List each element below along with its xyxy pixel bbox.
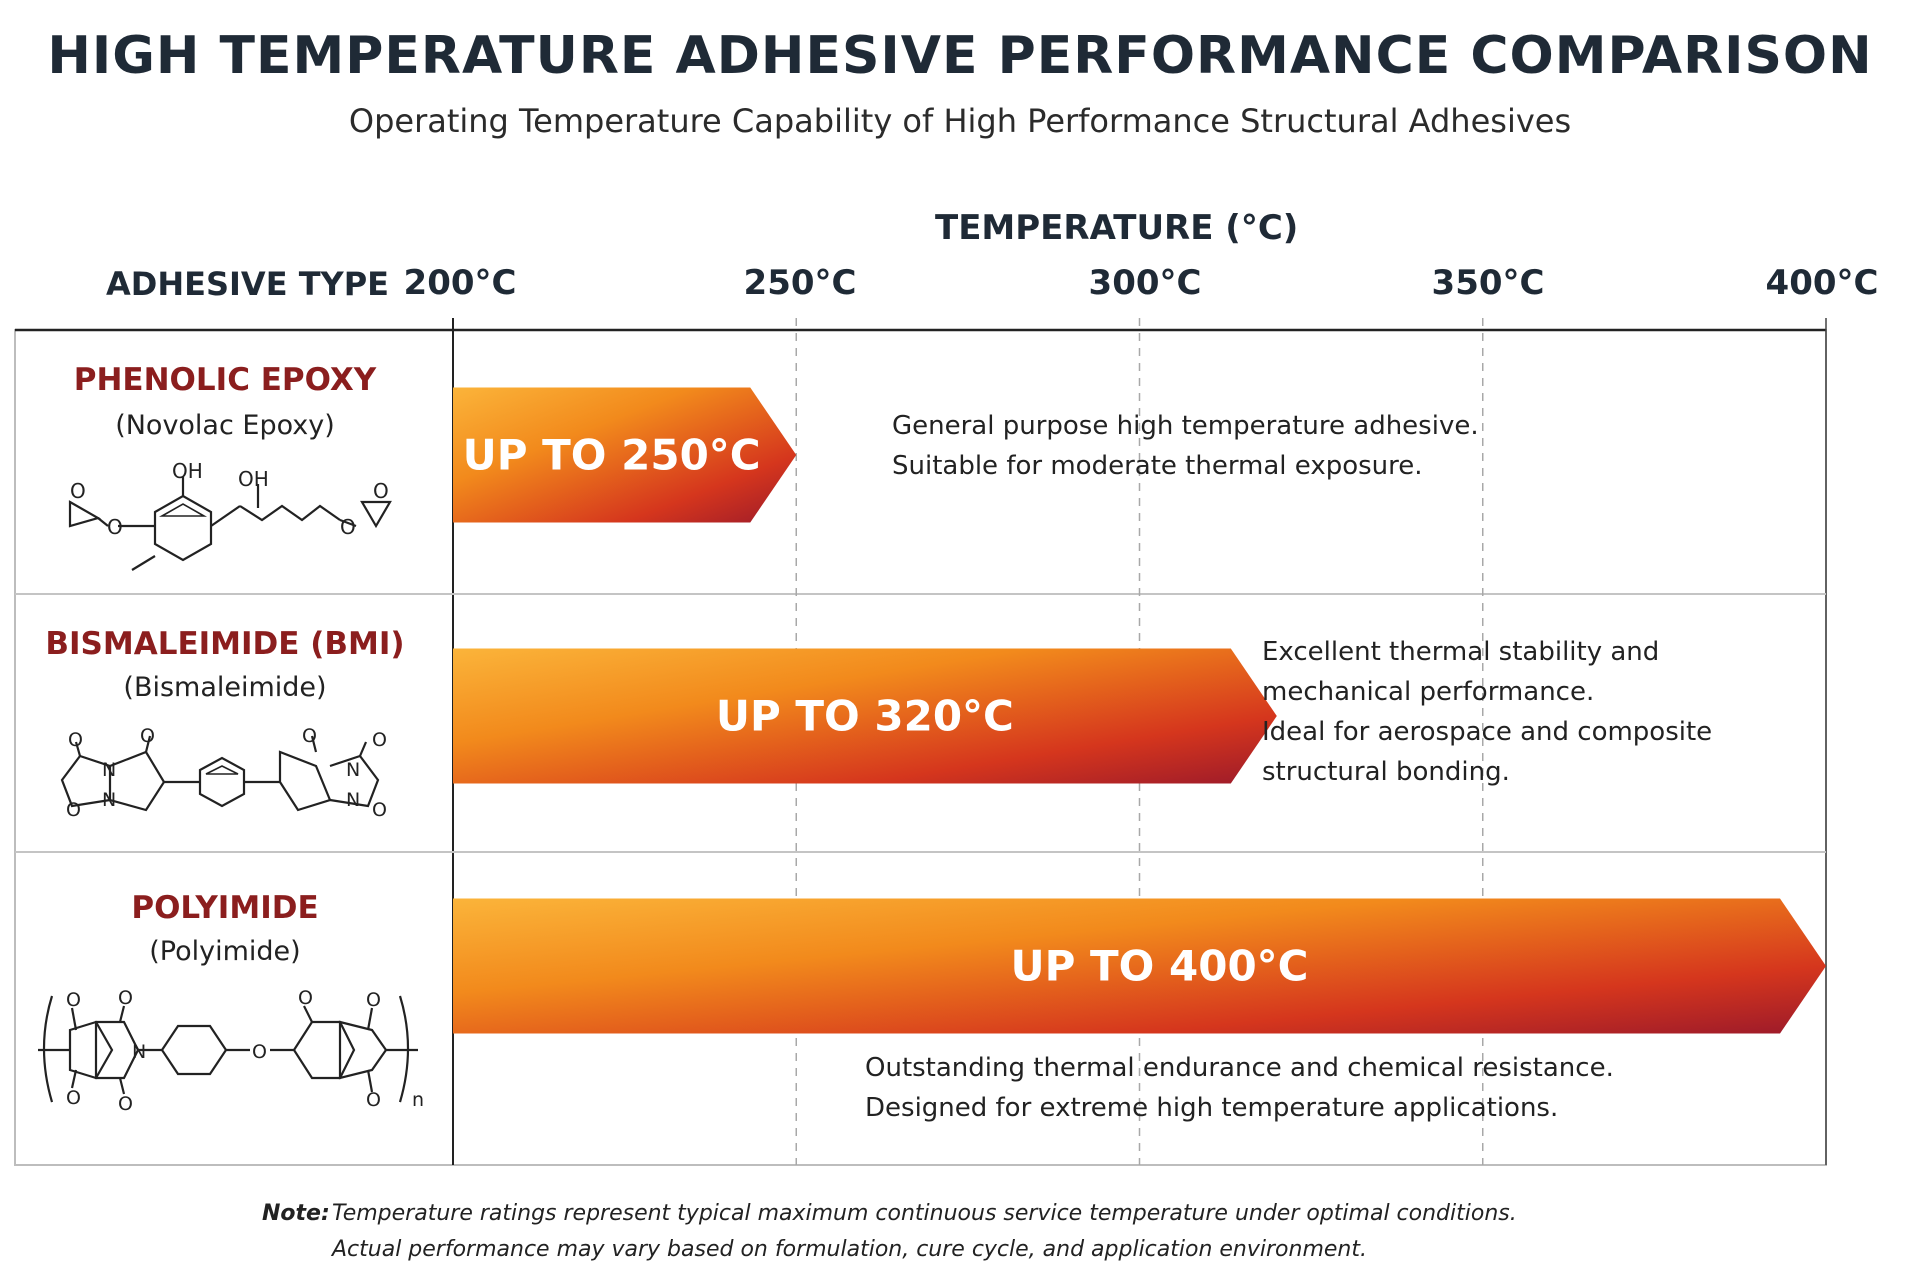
temperature-bar (453, 898, 1826, 1034)
o-label: O (372, 799, 387, 821)
o-label: O (366, 989, 381, 1011)
row-subname: (Bismaleimide) (123, 672, 327, 703)
x-axis-title: TEMPERATURE (°C) (935, 208, 1299, 248)
row-description: General purpose high temperature adhesiv… (892, 406, 1479, 486)
o-label: O (340, 515, 356, 539)
o-label: O (252, 1041, 267, 1063)
novolac-epoxy-structure-icon (68, 476, 392, 571)
row-name: POLYIMIDE (131, 890, 319, 926)
description-line: Ideal for aerospace and composite (1262, 717, 1713, 747)
description-line: Designed for extreme high temperature ap… (865, 1093, 1559, 1123)
o-label: O (107, 515, 123, 539)
description-line: Excellent thermal stability and (1262, 637, 1660, 667)
row-name: PHENOLIC EPOXY (73, 362, 377, 398)
x-tick-label: 350°C (1431, 263, 1545, 303)
oh-label: OH (172, 459, 203, 483)
description-line: General purpose high temperature adhesiv… (892, 411, 1479, 441)
bismaleimide-structure-icon (60, 735, 380, 812)
x-tick-label: 400°C (1765, 263, 1879, 303)
x-tick-label: 200°C (403, 263, 517, 303)
o-label: O (66, 1087, 81, 1109)
page-title: HIGH TEMPERATURE ADHESIVE PERFORMANCE CO… (47, 26, 1873, 86)
description-line: Outstanding thermal endurance and chemic… (865, 1053, 1614, 1083)
temperature-bar (453, 387, 797, 523)
o-label: O (366, 1089, 381, 1111)
row-name: BISMALEIMIDE (BMI) (45, 626, 405, 662)
page-subtitle: Operating Temperature Capability of High… (348, 102, 1572, 140)
description-line: structural bonding. (1262, 757, 1510, 787)
row-description: Outstanding thermal endurance and chemic… (865, 1048, 1614, 1128)
o-label: O (118, 1093, 133, 1115)
n-label: N (102, 759, 116, 781)
n-label: N (132, 1041, 146, 1063)
o-label: O (68, 729, 83, 751)
row-subname: (Polyimide) (149, 936, 301, 967)
polyimide-structure-icon (38, 995, 418, 1103)
o-label: O (298, 987, 313, 1009)
footnote: Note: Temperature ratings represent typic… (262, 1196, 1517, 1268)
n-label: N (346, 759, 360, 781)
bar-value-label: UP TO 320°C (715, 691, 1014, 741)
oh-label: OH (238, 467, 269, 491)
row-description: Excellent thermal stability and mechanic… (1262, 632, 1712, 792)
note-label: Note: (262, 1201, 330, 1226)
row-subname: (Novolac Epoxy) (115, 410, 335, 441)
o-label: O (66, 989, 81, 1011)
o-label: O (373, 479, 389, 503)
o-label: O (70, 479, 86, 503)
subscript-n-label: n (412, 1089, 424, 1111)
temperature-bar (453, 648, 1277, 784)
o-label: O (372, 729, 387, 751)
o-label: O (140, 725, 155, 747)
x-tick-label: 300°C (1088, 263, 1202, 303)
note-line: Actual performance may vary based on for… (332, 1237, 1367, 1262)
adhesive-type-header: ADHESIVE TYPE (106, 265, 389, 303)
description-line: Suitable for moderate thermal exposure. (892, 451, 1423, 481)
note-line: Temperature ratings represent typical ma… (332, 1201, 1517, 1226)
description-line: mechanical performance. (1262, 677, 1595, 707)
o-label: O (66, 799, 81, 821)
n-label: N (346, 789, 360, 811)
bar-value-label: UP TO 400°C (1010, 941, 1309, 991)
n-label: N (102, 789, 116, 811)
bar-value-label: UP TO 250°C (462, 430, 761, 480)
x-tick-label: 250°C (743, 263, 857, 303)
o-label: O (118, 987, 133, 1009)
o-label: O (302, 725, 317, 747)
